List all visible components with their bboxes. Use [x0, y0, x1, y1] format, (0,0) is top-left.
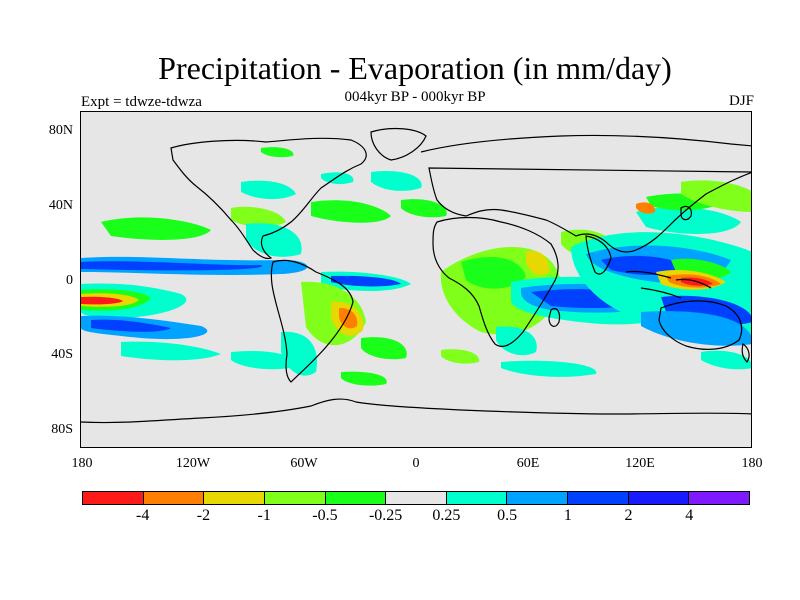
- patch-arctic-green: [261, 147, 294, 158]
- colorbar-cell: [325, 492, 387, 504]
- colorbar-cell: [83, 492, 144, 504]
- colorbar-label: -0.25: [368, 507, 403, 524]
- colorbar-cell: [446, 492, 508, 504]
- patch-easia-orange: [636, 202, 656, 214]
- coast-japan: [680, 205, 692, 221]
- patch-africa-yellow: [526, 251, 550, 276]
- patch-so-cyan2: [501, 360, 597, 377]
- colorbar-label: -2: [196, 507, 211, 524]
- band-atlantic-blue: [331, 275, 401, 287]
- y-label-80n: 80N: [48, 123, 73, 138]
- colorbar-label: 2: [624, 507, 633, 524]
- colorbar-label: -0.5: [312, 507, 338, 524]
- colorbar-cell: [507, 492, 569, 504]
- patch-caribbean-cyan: [246, 223, 302, 257]
- coast-south-america: [270, 259, 354, 383]
- x-label-0: 0: [412, 456, 420, 471]
- coast-antarctica: [81, 398, 751, 424]
- y-label-40n: 40N: [48, 198, 73, 213]
- patch-natl-green3: [401, 199, 447, 218]
- band-south-pacific-deep: [91, 319, 171, 332]
- coast-madagascar: [548, 308, 561, 327]
- patch-spac-cyan: [641, 311, 751, 346]
- x-label-60e: 60E: [516, 456, 540, 471]
- patch-wpac-deep: [601, 255, 691, 276]
- colorbar-cell: [204, 492, 265, 504]
- colorbar: [82, 491, 750, 505]
- colorbar-cell: [143, 492, 205, 504]
- colorbar-label: -1: [257, 507, 271, 524]
- chart-title: Precipitation - Evaporation (in mm/day): [158, 50, 672, 86]
- band-south-pacific-cyan2: [121, 341, 221, 361]
- coast-greenland: [370, 127, 427, 161]
- colorbar-cell: [386, 492, 447, 504]
- colorbar-label: -4: [136, 507, 150, 524]
- y-label-80s: 80S: [51, 422, 73, 437]
- x-label-180-left: 180: [71, 456, 93, 471]
- coastlines: [81, 127, 751, 424]
- y-label-0: 0: [66, 273, 73, 288]
- patch-npac-green2: [231, 206, 286, 228]
- y-label-40s: 40S: [51, 347, 73, 362]
- patch-npac-green: [101, 217, 211, 240]
- coast-africa: [432, 216, 559, 347]
- patch-natl-green: [311, 200, 391, 223]
- colorbar-label: 1: [563, 507, 572, 524]
- patch-natl-cyan: [371, 170, 422, 191]
- patch-npac-cyan: [241, 180, 296, 200]
- colorbar-cell: [689, 492, 750, 504]
- map-svg: [81, 127, 751, 424]
- coast-indonesia: [625, 270, 712, 299]
- patch-easia-cyan: [636, 207, 741, 234]
- colorbar-label: 0.25: [432, 507, 461, 524]
- colorbar-cell: [264, 492, 326, 504]
- coast-new-zealand: [741, 343, 750, 363]
- patch-africa-green2: [461, 257, 526, 289]
- x-label-180-right: 180: [741, 456, 763, 471]
- coast-india: [585, 235, 612, 275]
- patch-so-cyan3: [701, 350, 751, 370]
- coast-australia: [658, 300, 743, 350]
- band-pacific-north-core: [81, 261, 262, 271]
- experiment-label: Expt = tdwze-tdwza: [81, 94, 202, 110]
- patch-so-cyan1: [231, 350, 297, 370]
- anomaly-field: [81, 147, 751, 386]
- map-panel: [80, 111, 752, 448]
- season-label: DJF: [728, 93, 754, 109]
- chart-subtitle: 004kyr BP - 000kyr BP: [344, 89, 486, 105]
- patch-npac-east-green: [681, 180, 751, 212]
- colorbar-cell: [628, 492, 690, 504]
- colorbar-cell: [568, 492, 629, 504]
- colorbar-label: 4: [685, 507, 694, 524]
- x-label-60w: 60W: [290, 456, 318, 471]
- patch-so-green: [341, 371, 387, 386]
- patch-so-green2: [441, 349, 480, 364]
- colorbar-label: 0.5: [497, 507, 518, 524]
- patch-s-atl-green: [361, 337, 407, 360]
- x-label-120e: 120E: [625, 456, 655, 471]
- coast-north-america: [170, 137, 367, 260]
- coast-eurasia: [420, 134, 751, 253]
- x-label-120w: 120W: [175, 456, 211, 471]
- patch-arctic-cyan: [321, 172, 354, 185]
- band-pacific-dry-red: [81, 296, 123, 305]
- patch-africa-cyan: [496, 326, 537, 356]
